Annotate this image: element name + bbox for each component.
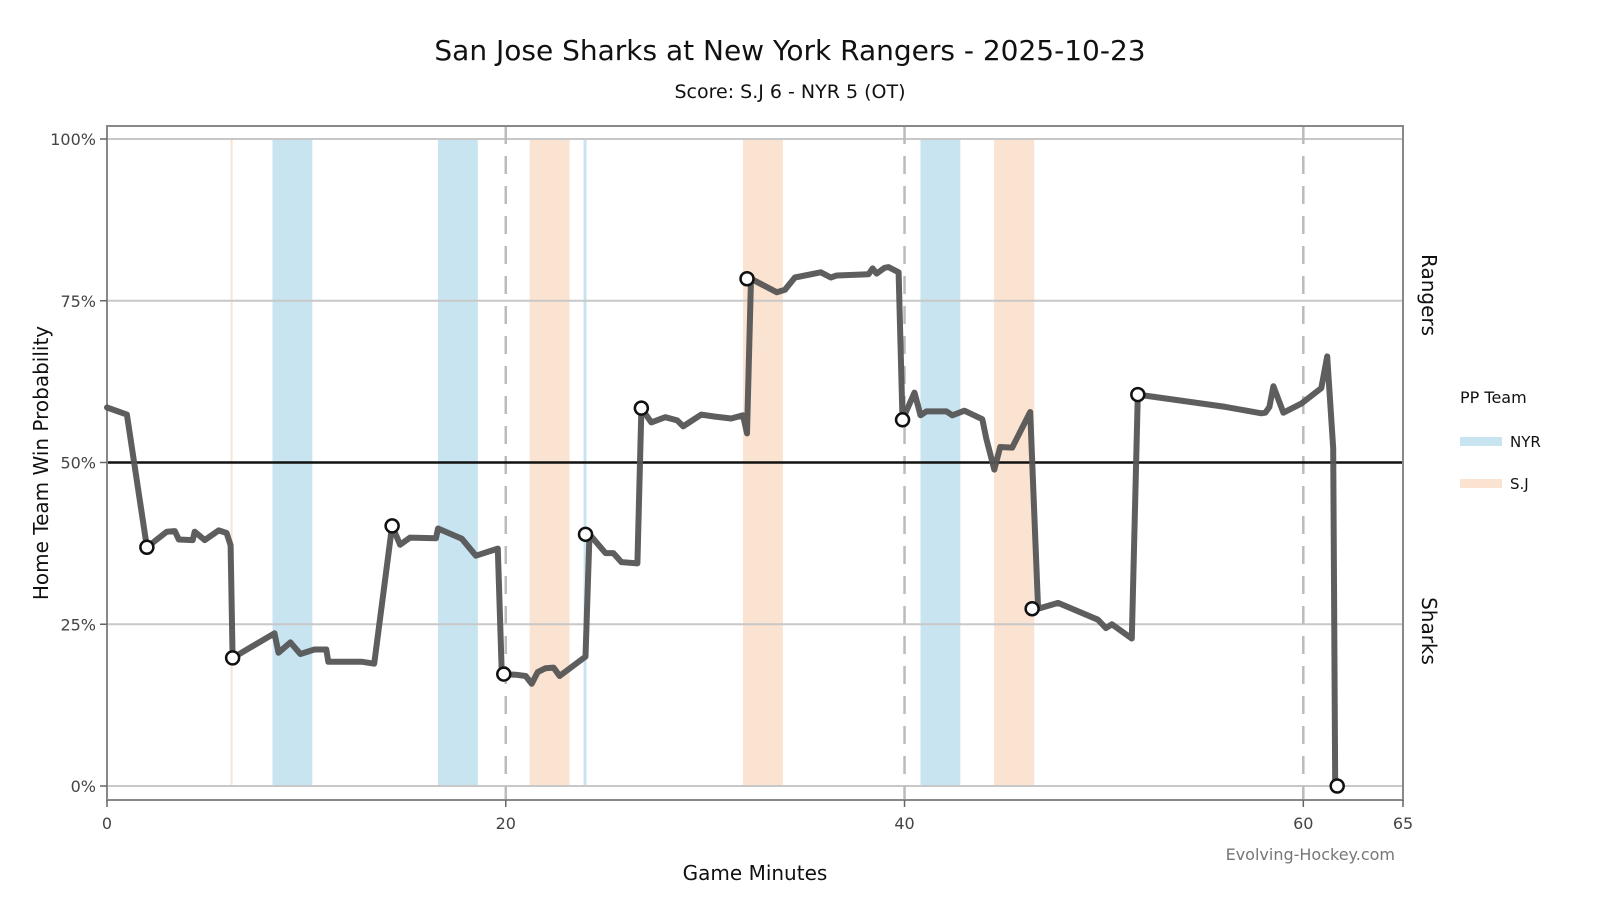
y-tick-label: 100% [50, 130, 96, 149]
goal-marker [139, 539, 155, 556]
side-label-sharks: Sharks [1417, 597, 1441, 665]
goal-marker [1329, 778, 1345, 794]
goal-marker [739, 271, 755, 287]
goal-marker [224, 650, 241, 666]
legend-title: PP Team [1460, 388, 1527, 407]
goal-marker [1130, 386, 1146, 403]
side-label-rangers: Rangers [1417, 254, 1441, 336]
chart-title: San Jose Sharks at New York Rangers - 20… [434, 34, 1145, 67]
legend: PP Team NYR S.J [1460, 388, 1541, 493]
win-probability-line [104, 264, 1343, 789]
goal-marker [496, 666, 512, 682]
goal-marker [384, 518, 400, 534]
goal-marker [1024, 600, 1040, 617]
y-tick-label: 50% [60, 454, 96, 473]
x-axis-label: Game Minutes [683, 861, 828, 885]
plot-area: 0 20 40 60 65 0% 25% 50% 75% 100% [50, 125, 1413, 833]
x-tick-label: 65 [1393, 814, 1413, 833]
legend-label-sj: S.J [1510, 475, 1529, 493]
legend-swatch-sj [1460, 479, 1502, 488]
chart-subtitle: Score: S.J 6 - NYR 5 (OT) [675, 81, 906, 103]
credit-text: Evolving-Hockey.com [1226, 845, 1395, 864]
x-tick-label: 20 [496, 814, 516, 833]
y-tick-label: 75% [60, 292, 96, 311]
y-axis-label: Home Team Win Probability [29, 326, 53, 600]
y-tick-label: 25% [60, 615, 96, 634]
x-tick-label: 0 [102, 814, 112, 833]
legend-swatch-nyr [1460, 437, 1502, 446]
x-tick-label: 40 [894, 814, 914, 833]
goal-marker [633, 400, 650, 416]
x-tick-label: 60 [1293, 814, 1313, 833]
goal-marker [894, 412, 911, 428]
goal-marker [577, 526, 594, 543]
y-tick-label: 0% [71, 777, 96, 796]
legend-label-nyr: NYR [1510, 433, 1541, 451]
